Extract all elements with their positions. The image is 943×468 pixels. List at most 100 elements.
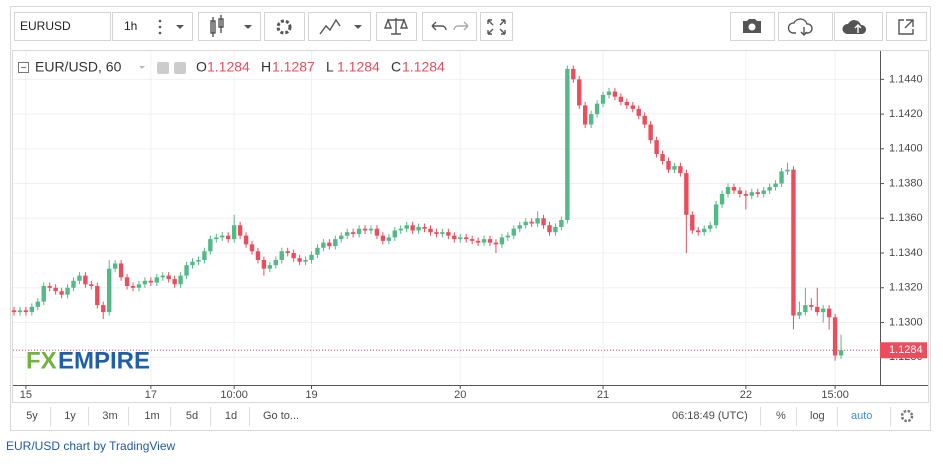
candle-body [553, 226, 558, 233]
candle-body [588, 114, 594, 125]
candle-body [303, 259, 308, 262]
candle-body [803, 305, 808, 313]
goto-button[interactable]: Go to... [263, 410, 299, 422]
x-tick-label: 15:00 [821, 389, 849, 401]
dropdown-arrow[interactable] [244, 25, 252, 29]
y-tick-label: 1.1300 [889, 316, 923, 328]
candle-body [380, 235, 386, 241]
redo-icon[interactable] [453, 21, 469, 31]
candle-body [29, 306, 35, 313]
candle-body [368, 228, 374, 231]
candle-body [196, 259, 201, 262]
y-tick-label: 1.1360 [889, 212, 923, 224]
candle-body [434, 232, 439, 234]
candle-body [362, 228, 368, 231]
clock: 06:18:49 (UTC) [672, 410, 748, 422]
candle-body [95, 286, 100, 306]
candle-body [35, 301, 40, 307]
log-toggle[interactable]: log [810, 410, 825, 422]
candle-body [535, 218, 540, 224]
candle-body [184, 265, 189, 276]
candle-body [636, 108, 641, 116]
indicator-icon [319, 18, 341, 35]
chart-panel [12, 50, 929, 403]
candle-body [493, 242, 499, 245]
symbol[interactable]: EURUSD [20, 19, 71, 33]
candle-body [243, 235, 249, 245]
range-button[interactable]: 5d [186, 410, 198, 422]
candle-body [469, 239, 475, 241]
percent-toggle[interactable]: % [776, 410, 786, 422]
candle-body [285, 251, 290, 254]
candle-body [273, 259, 278, 266]
candle-body [749, 192, 754, 196]
popout-icon [898, 19, 914, 35]
settings-icon[interactable] [174, 62, 186, 74]
candle-body [475, 240, 481, 243]
candle-body [458, 237, 463, 240]
range-button[interactable]: 1d [225, 410, 237, 422]
range-button[interactable]: 1m [144, 410, 159, 422]
candle-body [594, 103, 600, 115]
candle-body [291, 253, 296, 259]
save-button[interactable] [834, 12, 883, 41]
x-tick-label: 15 [20, 389, 32, 401]
candles-icon [210, 15, 224, 37]
dropdown-arrow[interactable] [176, 25, 184, 29]
undo-icon[interactable] [431, 21, 447, 31]
candle-body [345, 232, 350, 236]
title-arrow[interactable] [139, 66, 145, 69]
candle-body [541, 218, 546, 226]
auto-toggle[interactable]: auto [851, 410, 872, 422]
collapse-icon[interactable] [18, 62, 29, 73]
camera-lens [748, 23, 756, 31]
ohlc-legend: O 1.1284 H 1.1287 L 1.1284 C 1.1284 [196, 59, 445, 75]
cloud-down-icon [787, 18, 813, 36]
candle-body [696, 230, 701, 233]
footer-link[interactable]: EUR/USD chart by TradingView [6, 439, 176, 453]
candle-body [333, 239, 338, 247]
range-button[interactable]: 1y [64, 410, 76, 422]
candle-body [267, 265, 273, 269]
candle-body [481, 239, 487, 243]
candle-body [53, 287, 58, 292]
interval[interactable]: 1h [124, 19, 137, 33]
range-button[interactable]: 3m [102, 410, 117, 422]
candle-body [166, 275, 171, 280]
candle-body [422, 226, 427, 229]
y-tick-label: 1.1440 [889, 73, 923, 85]
ohlc-label: H [261, 59, 271, 75]
ohlc-label: C [391, 59, 401, 75]
candle-body [107, 268, 112, 313]
candle-body [77, 275, 82, 281]
candle-body [547, 225, 552, 233]
candle-body [832, 317, 838, 356]
ohlc-label: O [196, 59, 207, 75]
candle-body [71, 280, 76, 288]
candle-body [261, 259, 267, 269]
cloud-up-icon [842, 20, 867, 34]
candle-body [202, 251, 207, 260]
candle-body [517, 225, 522, 229]
symbol-box[interactable] [14, 12, 111, 41]
load-button[interactable] [778, 12, 833, 41]
candle-body [838, 350, 844, 356]
candle-body [809, 305, 814, 307]
eye-icon[interactable] [157, 62, 169, 74]
chart-style-button[interactable] [198, 12, 261, 41]
series-title: EUR/USD, 60 [35, 59, 122, 75]
candle-body [452, 235, 457, 240]
candle-body [666, 160, 671, 170]
range-button[interactable]: 5y [26, 410, 38, 422]
last-price-label: 1.1284 [889, 344, 923, 356]
gear-icon[interactable] [900, 409, 914, 423]
candle-body [505, 235, 511, 238]
dropdown-arrow[interactable] [354, 25, 362, 29]
fullscreen-button[interactable] [480, 12, 513, 41]
candle-body [702, 228, 707, 233]
candle-body [118, 263, 124, 278]
x-tick-label: 17 [145, 389, 157, 401]
settings-button[interactable] [264, 12, 305, 41]
candle-body [791, 169, 796, 316]
indicators-button[interactable] [308, 12, 371, 41]
